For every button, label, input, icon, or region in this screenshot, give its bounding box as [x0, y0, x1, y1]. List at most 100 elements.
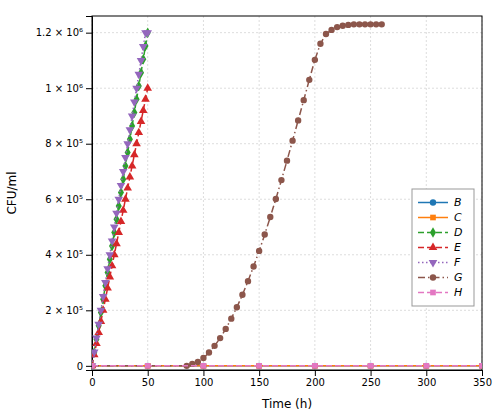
- series-line: [92, 88, 148, 366]
- series: [92, 30, 152, 370]
- series-marker: [328, 27, 334, 33]
- series-marker: [206, 349, 212, 355]
- legend-entry: F: [418, 256, 461, 269]
- series-marker: [200, 355, 206, 361]
- series-marker: [479, 363, 482, 369]
- x-tick-mark: [148, 370, 149, 376]
- series-line: [92, 33, 148, 366]
- legend-marker: [429, 260, 438, 267]
- series-marker: [379, 21, 385, 27]
- series-marker: [123, 141, 132, 148]
- x-tick-mark: [426, 370, 427, 376]
- series-marker: [211, 343, 217, 349]
- series-marker: [234, 304, 240, 310]
- y-tick-label: 8 × 10⁵: [45, 138, 83, 149]
- series-marker: [126, 127, 135, 134]
- series-marker: [368, 363, 374, 369]
- legend-label: C: [454, 211, 462, 224]
- y-tick: 6 × 10⁵: [45, 194, 92, 205]
- series-marker: [245, 278, 251, 284]
- y-tick-mark: [86, 255, 92, 256]
- series-marker: [92, 349, 99, 356]
- legend-label: B: [454, 196, 462, 209]
- legend-label: E: [454, 241, 461, 254]
- x-tick-label: 150: [250, 377, 269, 388]
- series-marker: [256, 363, 262, 369]
- grid-line-y: [92, 143, 482, 144]
- chart: 05010015020025030035002 × 10⁵4 × 10⁵6 × …: [0, 0, 500, 418]
- y-tick-label: 1 × 10⁶: [45, 83, 83, 94]
- series-marker: [250, 263, 256, 269]
- y-tick-label: 6 × 10⁵: [45, 194, 83, 205]
- legend-entry: C: [418, 211, 462, 224]
- legend-marker: [430, 227, 436, 238]
- x-axis: 050100150200250300350: [89, 370, 492, 388]
- legend-marker: [430, 290, 436, 296]
- series-marker: [117, 216, 126, 223]
- series-marker: [351, 21, 357, 27]
- series-marker: [423, 363, 429, 369]
- legend-label: F: [454, 256, 461, 269]
- series-marker: [123, 183, 132, 190]
- grid-line-x: [147, 16, 148, 370]
- series-marker: [289, 137, 295, 143]
- series-marker: [92, 363, 95, 369]
- series-marker: [256, 248, 262, 254]
- series-marker: [195, 359, 201, 365]
- series-marker: [128, 113, 137, 120]
- x-tick: 250: [362, 370, 381, 388]
- grid-line-x: [203, 16, 204, 370]
- series-marker: [312, 363, 318, 369]
- x-tick-mark: [315, 370, 316, 376]
- series-line: [92, 24, 382, 366]
- series-marker: [135, 72, 144, 79]
- x-tick: 100: [194, 370, 213, 388]
- series-marker: [312, 57, 318, 63]
- series-marker: [139, 44, 148, 51]
- y-axis: 02 × 10⁵4 × 10⁵6 × 10⁵8 × 10⁵1 × 10⁶1.2 …: [36, 17, 93, 372]
- series-marker: [103, 266, 112, 273]
- series-marker: [256, 363, 262, 369]
- plot: 05010015020025030035002 × 10⁵4 × 10⁵6 × …: [36, 16, 492, 388]
- series-line: [92, 33, 148, 366]
- series-marker: [356, 21, 362, 27]
- legend-marker: [430, 199, 436, 205]
- x-tick-mark: [203, 370, 204, 376]
- series-marker: [284, 157, 290, 163]
- legend-marker: [430, 215, 436, 221]
- series-marker: [121, 155, 130, 162]
- series-marker: [228, 315, 234, 321]
- series-marker: [145, 363, 151, 369]
- series-marker: [119, 169, 128, 176]
- series-marker: [340, 23, 346, 29]
- legend-entry: B: [418, 196, 462, 209]
- legend-label: G: [454, 271, 463, 284]
- series-marker: [112, 211, 121, 218]
- series-marker: [108, 238, 117, 245]
- x-tick: 350: [473, 370, 492, 388]
- grid-line-x: [370, 16, 371, 370]
- x-tick: 150: [250, 370, 269, 388]
- series-marker: [345, 22, 351, 28]
- series-marker: [92, 363, 95, 369]
- x-tick: 300: [417, 370, 436, 388]
- plot-frame: [92, 16, 482, 370]
- series-marker: [141, 94, 150, 101]
- y-tick-mark: [86, 88, 92, 89]
- series-marker: [130, 150, 139, 157]
- series-marker: [132, 86, 141, 93]
- series-marker: [200, 363, 206, 369]
- series-marker: [114, 197, 123, 204]
- series-marker: [128, 161, 137, 168]
- y-tick-mark: [86, 366, 92, 367]
- series-marker: [135, 128, 144, 135]
- y-tick-label: 4 × 10⁵: [45, 249, 83, 260]
- series-marker: [92, 336, 101, 343]
- series-marker: [137, 117, 146, 124]
- series-marker: [317, 41, 323, 47]
- series-marker: [479, 363, 482, 369]
- series-marker: [139, 105, 148, 112]
- series-marker: [106, 252, 115, 259]
- x-tick-label: 250: [362, 377, 381, 388]
- x-tick-label: 50: [142, 377, 155, 388]
